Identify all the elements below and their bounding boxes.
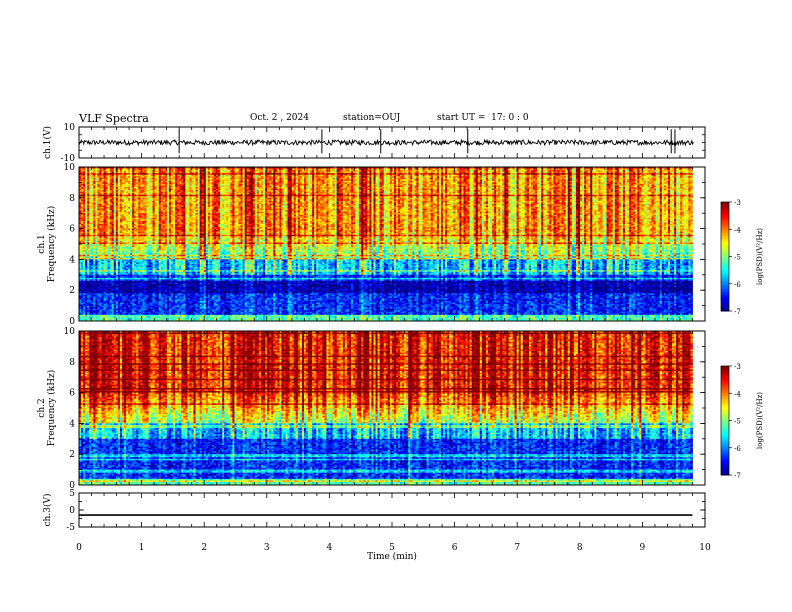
y-tick-label: 10: [64, 123, 76, 133]
ch1-waveform-line: [79, 140, 693, 145]
ch1-spectrogram: [79, 167, 693, 321]
ch1-waveform-ylabel: ch.1(V): [42, 126, 53, 159]
